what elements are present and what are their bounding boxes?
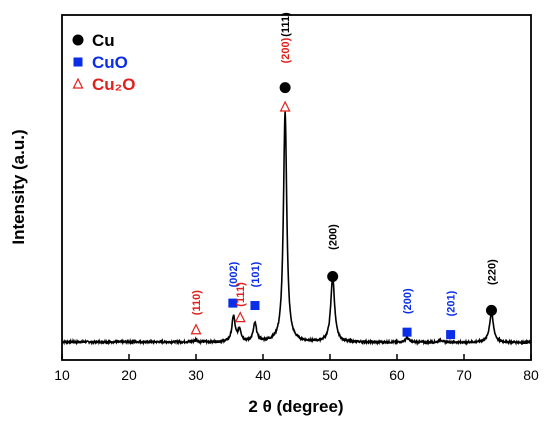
hkl-label: (200): [328, 224, 340, 250]
cu2o-marker: [279, 100, 291, 112]
cuo-marker: [402, 327, 412, 337]
hkl-label: (002): [228, 261, 240, 287]
x-tick-label-10: 10: [54, 367, 70, 383]
hkl-label: (101): [250, 261, 262, 287]
x-tick-label-80: 80: [523, 367, 539, 383]
legend-label-cu2o: Cu₂O: [92, 75, 135, 94]
legend-cu-marker: [72, 34, 84, 46]
cu2o-marker: [234, 311, 246, 323]
hkl-label: (200): [402, 288, 414, 314]
hkl-label: (201): [446, 290, 458, 316]
x-tick-label-70: 70: [456, 367, 472, 383]
cu-marker: [327, 270, 339, 282]
legend-cu2o-marker: [72, 77, 84, 89]
cuo-marker: [446, 330, 456, 340]
hkl-label: (200): [280, 37, 292, 63]
peak-annotations: (110)(002)(111)(101)(111)(200)(200)(200)…: [190, 12, 498, 340]
legend: Cu CuO Cu₂O: [72, 31, 135, 94]
x-tick-label-50: 50: [322, 367, 338, 383]
cu-marker: [485, 304, 497, 316]
x-tick-label-30: 30: [188, 367, 204, 383]
plot-frame: [61, 14, 532, 361]
cuo-marker: [228, 298, 238, 308]
cu2o-marker: [190, 323, 202, 335]
x-axis-label: 2 θ (degree): [248, 397, 343, 416]
xrd-trace: [61, 111, 532, 347]
y-axis-label: Intensity (a.u.): [9, 129, 28, 244]
x-tick-label-40: 40: [255, 367, 271, 383]
trace-layer: [61, 111, 532, 347]
legend-cuo-marker: [73, 57, 83, 67]
x-tick-label-20: 20: [121, 367, 137, 383]
cuo-marker: [250, 301, 260, 311]
legend-label-cuo: CuO: [92, 53, 128, 72]
hkl-label: (220): [486, 259, 498, 285]
legend-label-cu: Cu: [92, 31, 115, 50]
hkl-label: (111): [280, 12, 292, 37]
x-tick-label-60: 60: [389, 367, 405, 383]
x-axis-ticks: 10 20 30 40 50 60 70 80: [54, 354, 539, 383]
cu-marker: [279, 82, 291, 94]
hkl-label: (111): [235, 282, 247, 307]
hkl-label: (110): [191, 290, 203, 315]
